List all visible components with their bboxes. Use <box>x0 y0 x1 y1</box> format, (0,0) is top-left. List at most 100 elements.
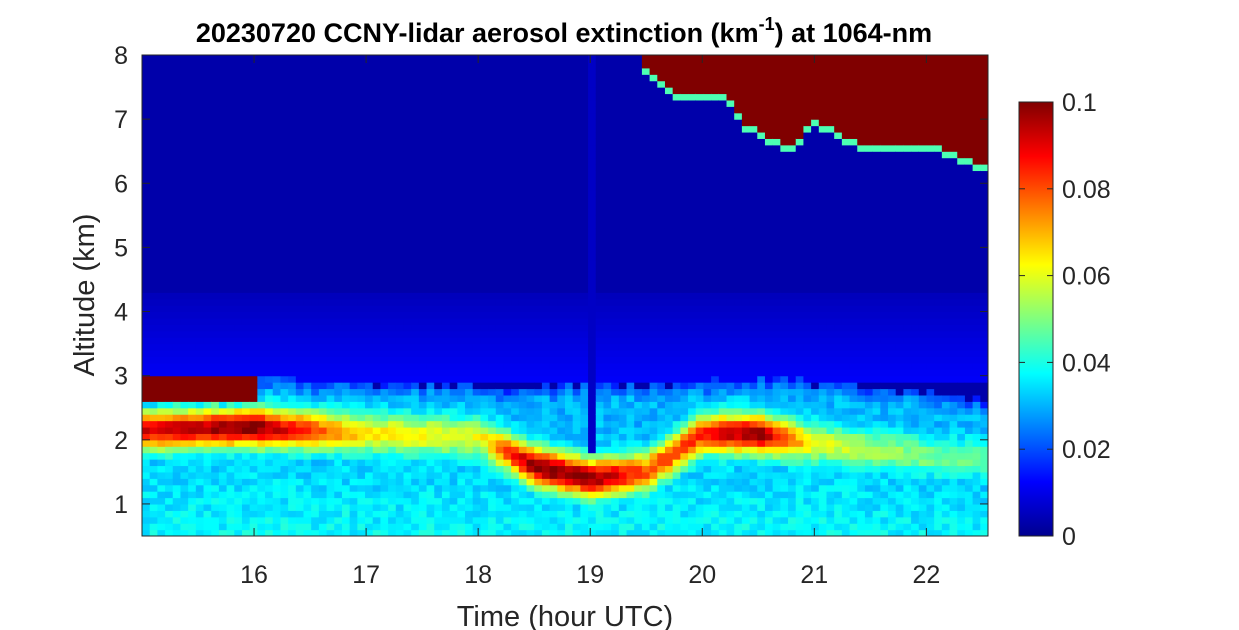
heatmap-cell <box>534 170 543 178</box>
heatmap-cell <box>357 112 366 120</box>
heatmap-cell <box>511 452 520 460</box>
heatmap-cell <box>149 170 158 178</box>
heatmap-cell <box>341 228 351 236</box>
heatmap-cell <box>472 452 481 460</box>
heatmap-cell <box>180 93 189 101</box>
heatmap-cell <box>588 93 597 101</box>
heatmap-cell <box>541 151 551 159</box>
heatmap-cell <box>441 170 451 178</box>
heatmap-cell <box>142 119 151 127</box>
heatmap-cell <box>395 247 405 255</box>
heatmap-cell <box>411 151 420 159</box>
heatmap-cell <box>388 388 397 396</box>
heatmap-cell <box>465 343 474 351</box>
heatmap-cell <box>603 317 612 325</box>
heatmap-cell <box>549 375 558 383</box>
heatmap-cell <box>241 298 251 306</box>
heatmap-cell <box>557 196 566 204</box>
heatmap-cell <box>265 407 274 415</box>
heatmap-cell <box>180 305 189 313</box>
heatmap-cell <box>418 317 428 325</box>
heatmap-cell <box>557 459 566 467</box>
heatmap-cell <box>226 362 235 370</box>
heatmap-cell <box>288 247 297 255</box>
heatmap-cell <box>157 426 166 434</box>
heatmap-cell <box>395 471 405 479</box>
heatmap-cell <box>234 80 243 88</box>
heatmap-cell <box>495 388 505 396</box>
heatmap-cell <box>534 215 543 223</box>
heatmap-cell <box>595 343 605 351</box>
heatmap-cell <box>380 452 389 460</box>
heatmap-cell <box>565 131 574 139</box>
heatmap-cell <box>611 61 620 69</box>
heatmap-cell <box>403 279 412 287</box>
heatmap-cell <box>611 80 620 88</box>
heatmap-cell <box>295 215 305 223</box>
heatmap-cell <box>557 87 566 95</box>
heatmap-cell <box>326 112 335 120</box>
heatmap-cell <box>565 452 574 460</box>
heatmap-cell <box>418 362 428 370</box>
heatmap-cell <box>180 234 189 242</box>
heatmap-cell <box>572 382 581 390</box>
heatmap-cell <box>365 93 374 101</box>
heatmap-cell <box>303 298 312 306</box>
heatmap-cell <box>611 439 620 447</box>
heatmap-cell <box>518 382 528 390</box>
heatmap-cell <box>480 151 489 159</box>
heatmap-cell <box>618 189 628 197</box>
heatmap-cell <box>403 55 412 63</box>
heatmap-cell <box>195 478 205 486</box>
heatmap-cell <box>288 452 297 460</box>
heatmap-cell <box>334 311 343 319</box>
heatmap-cell <box>434 189 443 197</box>
heatmap-cell <box>326 93 335 101</box>
heatmap-cell <box>357 234 366 242</box>
heatmap-cell <box>326 260 335 268</box>
heatmap-cell <box>257 55 266 63</box>
heatmap-cell <box>295 401 305 409</box>
heatmap-cell <box>257 67 266 75</box>
heatmap-cell <box>518 266 528 274</box>
heatmap-cell <box>557 240 566 248</box>
heatmap-cell <box>142 394 151 402</box>
heatmap-cell <box>634 478 643 486</box>
heatmap-cell <box>580 330 589 338</box>
heatmap-cell <box>441 324 451 332</box>
heatmap-cell <box>349 87 358 95</box>
heatmap-cell <box>241 144 251 152</box>
heatmap-cell <box>288 529 297 536</box>
heatmap-cell <box>395 157 405 165</box>
heatmap-cell <box>280 196 289 204</box>
heatmap-cell <box>318 330 328 338</box>
heatmap-cell <box>488 401 497 409</box>
heatmap-cell <box>426 228 435 236</box>
heatmap-cell <box>580 452 589 460</box>
heatmap-cell <box>157 471 166 479</box>
heatmap-cell <box>172 183 182 191</box>
heatmap-cell <box>557 202 566 210</box>
heatmap-cell <box>265 131 274 139</box>
heatmap-cell <box>249 240 258 248</box>
heatmap-cell <box>611 215 620 223</box>
heatmap-cell <box>272 93 282 101</box>
heatmap-cell <box>495 106 505 114</box>
heatmap-cell <box>557 491 566 499</box>
heatmap-cell <box>418 157 428 165</box>
heatmap-cell <box>411 292 420 300</box>
heatmap-cell <box>488 503 497 511</box>
heatmap-cell <box>434 253 443 261</box>
heatmap-cell <box>411 305 420 313</box>
heatmap-cell <box>457 362 466 370</box>
heatmap-cell <box>157 362 166 370</box>
heatmap-cell <box>272 491 282 499</box>
heatmap-cell <box>318 157 328 165</box>
heatmap-cell <box>295 74 305 82</box>
heatmap-cell <box>257 369 266 377</box>
heatmap-cell <box>449 144 458 152</box>
heatmap-cell <box>165 433 174 441</box>
heatmap-cell <box>365 305 374 313</box>
heatmap-cell <box>603 471 612 479</box>
heatmap-cell <box>357 228 366 236</box>
